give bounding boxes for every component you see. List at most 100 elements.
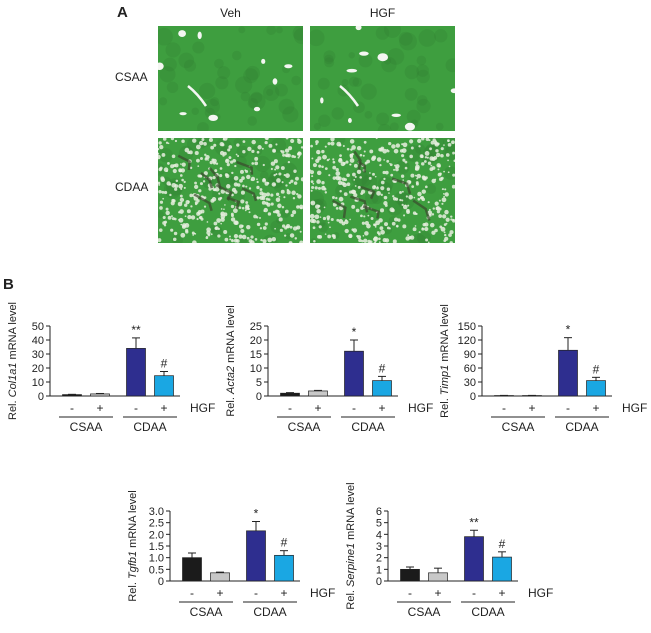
group-label: CDAA (565, 420, 598, 434)
group-label: CSAA (288, 420, 321, 434)
bar-chart-svg: Rel. Timp1 mRNA level 0 30 60 90 120 150 - + * - # +… (439, 304, 647, 434)
group-label: CSAA (408, 605, 441, 619)
hgf-sign-label: + (160, 401, 167, 415)
significance-marker: * (254, 507, 259, 521)
micrograph-csaa-hgf (310, 26, 455, 131)
significance-marker: * (566, 323, 571, 337)
hgf-row-label: HGF (622, 401, 647, 415)
micrograph-csaa-veh (158, 26, 303, 131)
bar (558, 349, 578, 397)
significance-marker: * (352, 325, 357, 339)
y-tick-label: 40 (32, 335, 44, 347)
y-tick-label: 0 (256, 391, 262, 403)
column-label-hgf: HGF (369, 6, 396, 20)
significance-marker: # (593, 362, 600, 376)
y-tick-label: 2.0 (149, 529, 164, 541)
bar (400, 568, 420, 582)
bar (308, 390, 328, 397)
chart-acta2: Rel. Acta2 mRNA level 0 5 10 15 20 25 - + * - # + HGF… (218, 305, 433, 435)
y-tick-label: 1 (376, 564, 382, 576)
hgf-sign-label: + (528, 401, 535, 415)
hgf-sign-label: - (190, 586, 194, 600)
y-tick-label: 150 (458, 321, 476, 333)
bar (154, 375, 174, 397)
y-axis-label: Rel. Tgfb1 mRNA level (127, 490, 139, 601)
y-tick-label: 10 (250, 363, 262, 375)
significance-marker: # (379, 361, 386, 375)
bar (274, 554, 294, 582)
bar (90, 393, 110, 397)
bar (428, 572, 448, 582)
y-tick-label: 25 (250, 321, 262, 333)
group-label: CDAA (253, 605, 286, 619)
significance-marker: ** (469, 515, 479, 529)
panel-a-label: A (117, 4, 128, 21)
group-label: CDAA (133, 420, 166, 434)
y-tick-label: 3.0 (149, 506, 164, 518)
hgf-sign-label: - (408, 586, 412, 600)
y-axis-label: Rel. Timp1 mRNA level (439, 304, 451, 418)
bar (210, 572, 230, 582)
column-label-veh: Veh (220, 6, 241, 20)
hgf-sign-label: - (254, 586, 258, 600)
y-tick-label: 5 (376, 518, 382, 530)
chart-timp1: Rel. Timp1 mRNA level 0 30 60 90 120 150 - + * - # +… (432, 304, 647, 435)
y-tick-label: 10 (32, 377, 44, 389)
micrograph-cdaa-hgf (310, 138, 455, 243)
hgf-row-label: HGF (528, 586, 553, 600)
significance-marker: # (161, 357, 168, 371)
y-tick-label: 0 (158, 576, 164, 588)
bar (372, 380, 392, 397)
hgf-row-label: HGF (190, 401, 215, 415)
y-tick-label: 30 (464, 377, 476, 389)
hgf-sign-label: + (96, 401, 103, 415)
y-tick-label: 0 (376, 576, 382, 588)
y-tick-label: 2.5 (149, 518, 164, 530)
y-axis-label: Rel. Acta2 mRNA level (225, 305, 237, 416)
significance-marker: ** (131, 323, 141, 337)
micrograph-cdaa-veh (158, 138, 303, 243)
hgf-sign-label: + (216, 586, 223, 600)
y-tick-label: 60 (464, 363, 476, 375)
chart-tgfb1: Rel. Tgfb1 mRNA level 0 0.5 1.0 1.5 2.0 2.5 3.0… (120, 490, 335, 620)
bar (492, 556, 512, 582)
hgf-sign-label: - (472, 586, 476, 600)
y-tick-label: 20 (32, 363, 44, 375)
micrograph-texture (158, 26, 303, 131)
hgf-sign-label: + (498, 586, 505, 600)
hgf-sign-label: - (134, 401, 138, 415)
y-tick-label: 20 (250, 335, 262, 347)
hgf-row-label: HGF (408, 401, 433, 415)
y-tick-label: 1.0 (149, 553, 164, 565)
hgf-sign-label: - (566, 401, 570, 415)
bar (182, 557, 202, 582)
y-tick-label: 5 (256, 377, 262, 389)
y-tick-label: 0 (470, 391, 476, 403)
hgf-row-label: HGF (310, 586, 335, 600)
y-axis-label: Rel. Serpine1 mRNA level (345, 482, 357, 609)
y-tick-label: 50 (32, 321, 44, 333)
chart-serpine1: Rel. Serpine1 mRNA level 0 1 2 3 4 5 6 - + ** - # + HG… (338, 482, 553, 620)
y-tick-label: 3 (376, 541, 382, 553)
row-label-cdaa: CDAA (115, 180, 149, 194)
hgf-sign-label: - (70, 401, 74, 415)
hgf-sign-label: - (352, 401, 356, 415)
bar (280, 392, 300, 397)
group-label: CDAA (351, 420, 384, 434)
hgf-sign-label: + (280, 586, 287, 600)
bar (586, 380, 606, 397)
panel-b-label: B (3, 276, 14, 293)
micrograph-texture (158, 138, 303, 243)
group-label: CSAA (502, 420, 535, 434)
group-label: CDAA (471, 605, 504, 619)
hgf-sign-label: + (592, 401, 599, 415)
y-tick-label: 6 (376, 506, 382, 518)
hgf-sign-label: - (502, 401, 506, 415)
y-tick-label: 2 (376, 553, 382, 565)
micrograph-texture (310, 138, 455, 243)
significance-marker: # (499, 537, 506, 551)
y-tick-label: 0 (38, 391, 44, 403)
group-label: CSAA (70, 420, 103, 434)
y-tick-label: 1.5 (149, 541, 164, 553)
